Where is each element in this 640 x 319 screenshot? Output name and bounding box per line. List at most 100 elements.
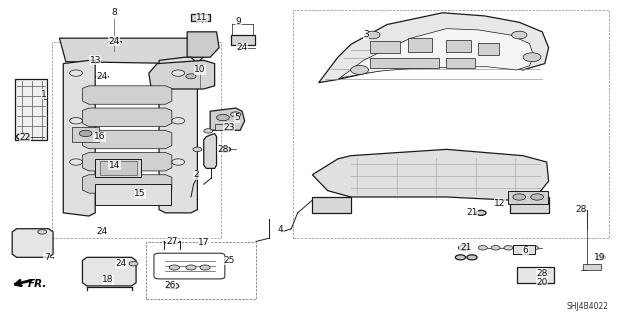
Polygon shape <box>83 152 172 171</box>
Circle shape <box>193 147 202 152</box>
Text: 24: 24 <box>109 37 120 46</box>
Circle shape <box>478 246 487 250</box>
Text: 14: 14 <box>109 161 120 170</box>
Circle shape <box>523 53 541 62</box>
Bar <box>293 10 609 238</box>
Text: 9: 9 <box>236 17 241 26</box>
Bar <box>230 35 255 45</box>
Circle shape <box>516 246 525 250</box>
Bar <box>508 191 548 204</box>
Circle shape <box>476 210 486 215</box>
Circle shape <box>531 194 543 200</box>
Text: 10: 10 <box>194 65 205 74</box>
Circle shape <box>70 118 83 124</box>
Text: 11: 11 <box>196 13 207 22</box>
Text: 20: 20 <box>536 278 548 287</box>
Circle shape <box>351 65 369 74</box>
Polygon shape <box>83 130 172 149</box>
Polygon shape <box>319 13 548 83</box>
Text: 23: 23 <box>223 122 235 132</box>
Polygon shape <box>510 197 548 213</box>
Bar <box>370 41 401 53</box>
Circle shape <box>216 115 229 121</box>
Circle shape <box>365 31 380 39</box>
Text: 21: 21 <box>467 208 477 217</box>
Text: 18: 18 <box>102 275 114 284</box>
Bar <box>147 242 256 299</box>
Bar <box>95 159 141 177</box>
Text: 17: 17 <box>198 238 209 247</box>
Text: 16: 16 <box>94 132 106 141</box>
Circle shape <box>467 255 477 260</box>
Circle shape <box>70 70 83 76</box>
Text: 22: 22 <box>19 133 31 142</box>
Circle shape <box>529 246 538 250</box>
Bar <box>52 42 221 238</box>
Circle shape <box>172 159 184 165</box>
Circle shape <box>511 31 527 39</box>
Polygon shape <box>83 257 136 286</box>
Bar <box>516 267 554 283</box>
Circle shape <box>129 262 138 266</box>
Circle shape <box>17 133 29 140</box>
Text: 26: 26 <box>164 281 175 290</box>
Text: 4: 4 <box>278 225 284 234</box>
Circle shape <box>230 112 241 117</box>
Circle shape <box>596 255 605 260</box>
Circle shape <box>459 245 468 250</box>
Text: 15: 15 <box>134 189 146 198</box>
Bar <box>447 41 470 51</box>
Text: SHJ4B4022: SHJ4B4022 <box>566 302 609 311</box>
Bar <box>95 184 171 205</box>
Bar <box>214 124 232 130</box>
Polygon shape <box>12 229 53 257</box>
Circle shape <box>456 255 466 260</box>
Circle shape <box>204 129 212 133</box>
Text: 24: 24 <box>115 259 126 268</box>
Bar <box>191 14 210 21</box>
Bar <box>100 161 137 175</box>
Text: 28: 28 <box>575 205 586 214</box>
Text: 19: 19 <box>594 253 605 262</box>
Bar <box>408 38 433 51</box>
Polygon shape <box>15 79 47 140</box>
Text: 7: 7 <box>44 253 49 262</box>
Circle shape <box>168 283 179 289</box>
Circle shape <box>200 265 210 270</box>
Polygon shape <box>83 86 172 104</box>
Circle shape <box>79 130 92 137</box>
Text: 2: 2 <box>193 170 199 179</box>
Polygon shape <box>60 38 212 63</box>
Circle shape <box>504 246 513 250</box>
Text: 25: 25 <box>223 256 235 265</box>
Text: 12: 12 <box>495 199 506 208</box>
Polygon shape <box>210 108 244 130</box>
Circle shape <box>70 159 83 165</box>
Text: 28: 28 <box>536 269 548 278</box>
Text: 3: 3 <box>363 31 369 40</box>
Text: FR.: FR. <box>28 279 47 289</box>
Text: 13: 13 <box>90 56 101 65</box>
Text: 1: 1 <box>41 90 47 99</box>
Circle shape <box>186 265 196 270</box>
Circle shape <box>186 74 196 79</box>
Text: 24: 24 <box>96 72 108 81</box>
Circle shape <box>170 265 179 270</box>
Circle shape <box>172 70 184 76</box>
Text: 28: 28 <box>217 145 228 154</box>
Bar <box>447 58 475 68</box>
Bar <box>583 264 601 270</box>
Polygon shape <box>312 197 351 213</box>
Polygon shape <box>187 32 219 57</box>
Polygon shape <box>312 149 548 200</box>
Bar <box>72 127 99 142</box>
Polygon shape <box>338 29 534 79</box>
Polygon shape <box>83 108 172 126</box>
Text: 21: 21 <box>460 243 471 252</box>
Polygon shape <box>159 57 197 213</box>
Bar <box>478 43 499 55</box>
Text: 8: 8 <box>111 8 117 17</box>
Text: 24: 24 <box>96 227 108 236</box>
Circle shape <box>513 194 525 200</box>
Text: 5: 5 <box>234 113 240 122</box>
